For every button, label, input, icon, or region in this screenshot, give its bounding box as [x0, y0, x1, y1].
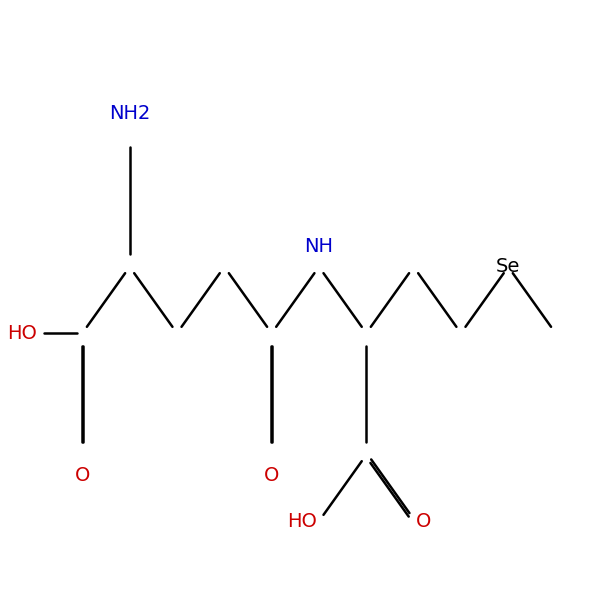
Text: HO: HO: [287, 512, 317, 530]
Text: O: O: [74, 466, 90, 485]
Text: Se: Se: [496, 257, 520, 277]
Text: NH2: NH2: [109, 104, 151, 123]
Text: NH: NH: [304, 237, 334, 256]
Text: O: O: [264, 466, 280, 485]
Text: HO: HO: [7, 323, 37, 343]
Text: O: O: [416, 512, 431, 530]
